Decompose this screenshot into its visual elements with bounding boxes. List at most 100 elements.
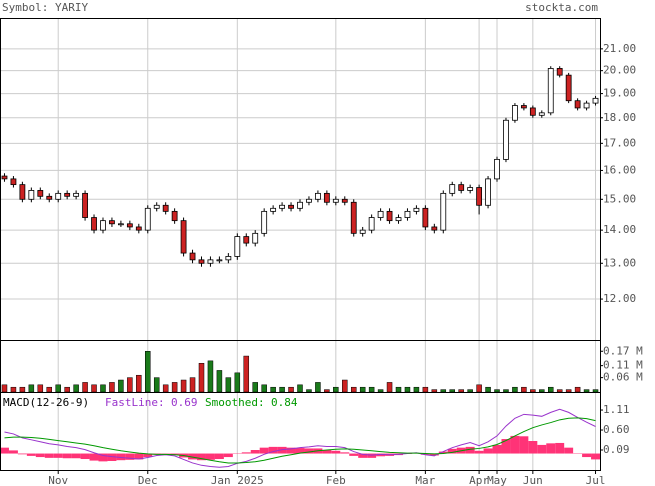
volume-bar [306, 389, 312, 393]
legend-name: Smoothed: [205, 396, 265, 409]
histogram-bar [71, 453, 81, 459]
x-tick-label: Apr [469, 474, 489, 486]
volume-bar [324, 389, 330, 393]
histogram-bar [277, 446, 287, 454]
y-tick-label: 1.11 [603, 403, 630, 416]
histogram-bar [205, 453, 215, 460]
volume-bar [494, 389, 500, 393]
volume-bar [512, 386, 518, 393]
volume-bar [73, 384, 79, 393]
volume-bar [333, 386, 339, 393]
volume-bar [37, 384, 44, 393]
histogram-bar [429, 453, 439, 456]
macd-line [4, 417, 596, 464]
histogram-bar [564, 447, 574, 454]
candle-body [73, 192, 80, 197]
y-tick-label: 17.00 [603, 136, 636, 149]
volume-bar [574, 386, 581, 393]
candle-body [279, 204, 285, 209]
candle-body [494, 158, 500, 180]
histogram-bar [98, 453, 108, 462]
candle-body [225, 256, 232, 261]
histogram-bar [8, 450, 18, 454]
histogram-bar [510, 435, 520, 454]
histogram-bar [89, 453, 99, 461]
y-tick-label: 0.60 [603, 423, 630, 436]
volume-bar [243, 355, 250, 393]
volume-bar [386, 382, 393, 393]
legend-value: 0.69 [171, 396, 198, 409]
volume-bar [136, 374, 142, 393]
volume-bar [216, 370, 223, 393]
candle-body [153, 204, 160, 209]
candle-body [422, 207, 429, 228]
candle-body [189, 252, 196, 261]
y-tick-label: 12.00 [603, 292, 636, 305]
x-tick-label: Jul [586, 474, 606, 486]
x-tick-label: Jun [523, 474, 543, 486]
volume-bar [476, 384, 482, 393]
y-tick-label: 21.00 [603, 42, 636, 55]
volume-bar [1, 384, 8, 393]
volume-bar [297, 384, 303, 393]
volume-bar [539, 389, 545, 393]
x-tick-label: Nov [48, 474, 68, 486]
candle-body [449, 184, 456, 194]
histogram-bar [555, 442, 565, 454]
histogram-bar [447, 448, 457, 454]
candle-body [485, 178, 491, 206]
y-tick-label: 19.00 [603, 87, 636, 100]
histogram-bar [483, 448, 493, 454]
macd-line [4, 408, 596, 468]
candle-body [234, 236, 241, 257]
candle-body [323, 192, 330, 203]
x-tick-label: Mar [415, 474, 435, 486]
candle-body [467, 187, 474, 191]
histogram-bar [197, 453, 206, 461]
volume-bar [377, 389, 384, 393]
candle-body [583, 102, 590, 109]
volume-bar [28, 384, 35, 393]
volume-bar [547, 386, 554, 393]
volume-bar [118, 379, 124, 393]
candle-body [529, 107, 536, 116]
candle-body [386, 210, 393, 222]
volume-bar [55, 384, 61, 393]
candle-body [476, 187, 483, 206]
candle-body [37, 190, 44, 197]
y-tick-label: 0.17 M [603, 344, 643, 357]
candle-body [315, 192, 321, 200]
histogram-bar [501, 439, 511, 454]
volume-bar [162, 384, 169, 393]
histogram-bar [170, 453, 180, 455]
histogram-bar [125, 453, 135, 460]
candle-body [252, 232, 259, 244]
candle-body [404, 210, 411, 218]
candle-body [592, 97, 599, 104]
x-tick-label: May [487, 474, 507, 486]
histogram-bar [546, 443, 556, 454]
histogram-bar [241, 452, 251, 454]
volume-bar [368, 386, 375, 393]
candle-body [117, 223, 124, 226]
volume-bar [395, 386, 402, 393]
marks [0, 66, 600, 468]
y-tick-label: 0.06 M [603, 371, 643, 384]
y-tick-label: 16.00 [603, 163, 636, 176]
histogram-bar [286, 447, 296, 454]
histogram-bar [519, 436, 529, 454]
volume-bar [503, 389, 509, 393]
histogram-bar [304, 448, 314, 454]
y-tick-label: 13.00 [603, 256, 636, 269]
histogram-bar [465, 446, 475, 454]
macd-title: MACD(12-26-9) [3, 396, 89, 409]
candle-body [574, 100, 581, 109]
histogram-bar [349, 453, 359, 456]
candle-body [46, 195, 53, 200]
histogram-bar [582, 453, 592, 458]
histogram-bar [107, 453, 117, 461]
volume-bar [458, 389, 464, 393]
y-tick-label: 20.00 [603, 64, 636, 77]
